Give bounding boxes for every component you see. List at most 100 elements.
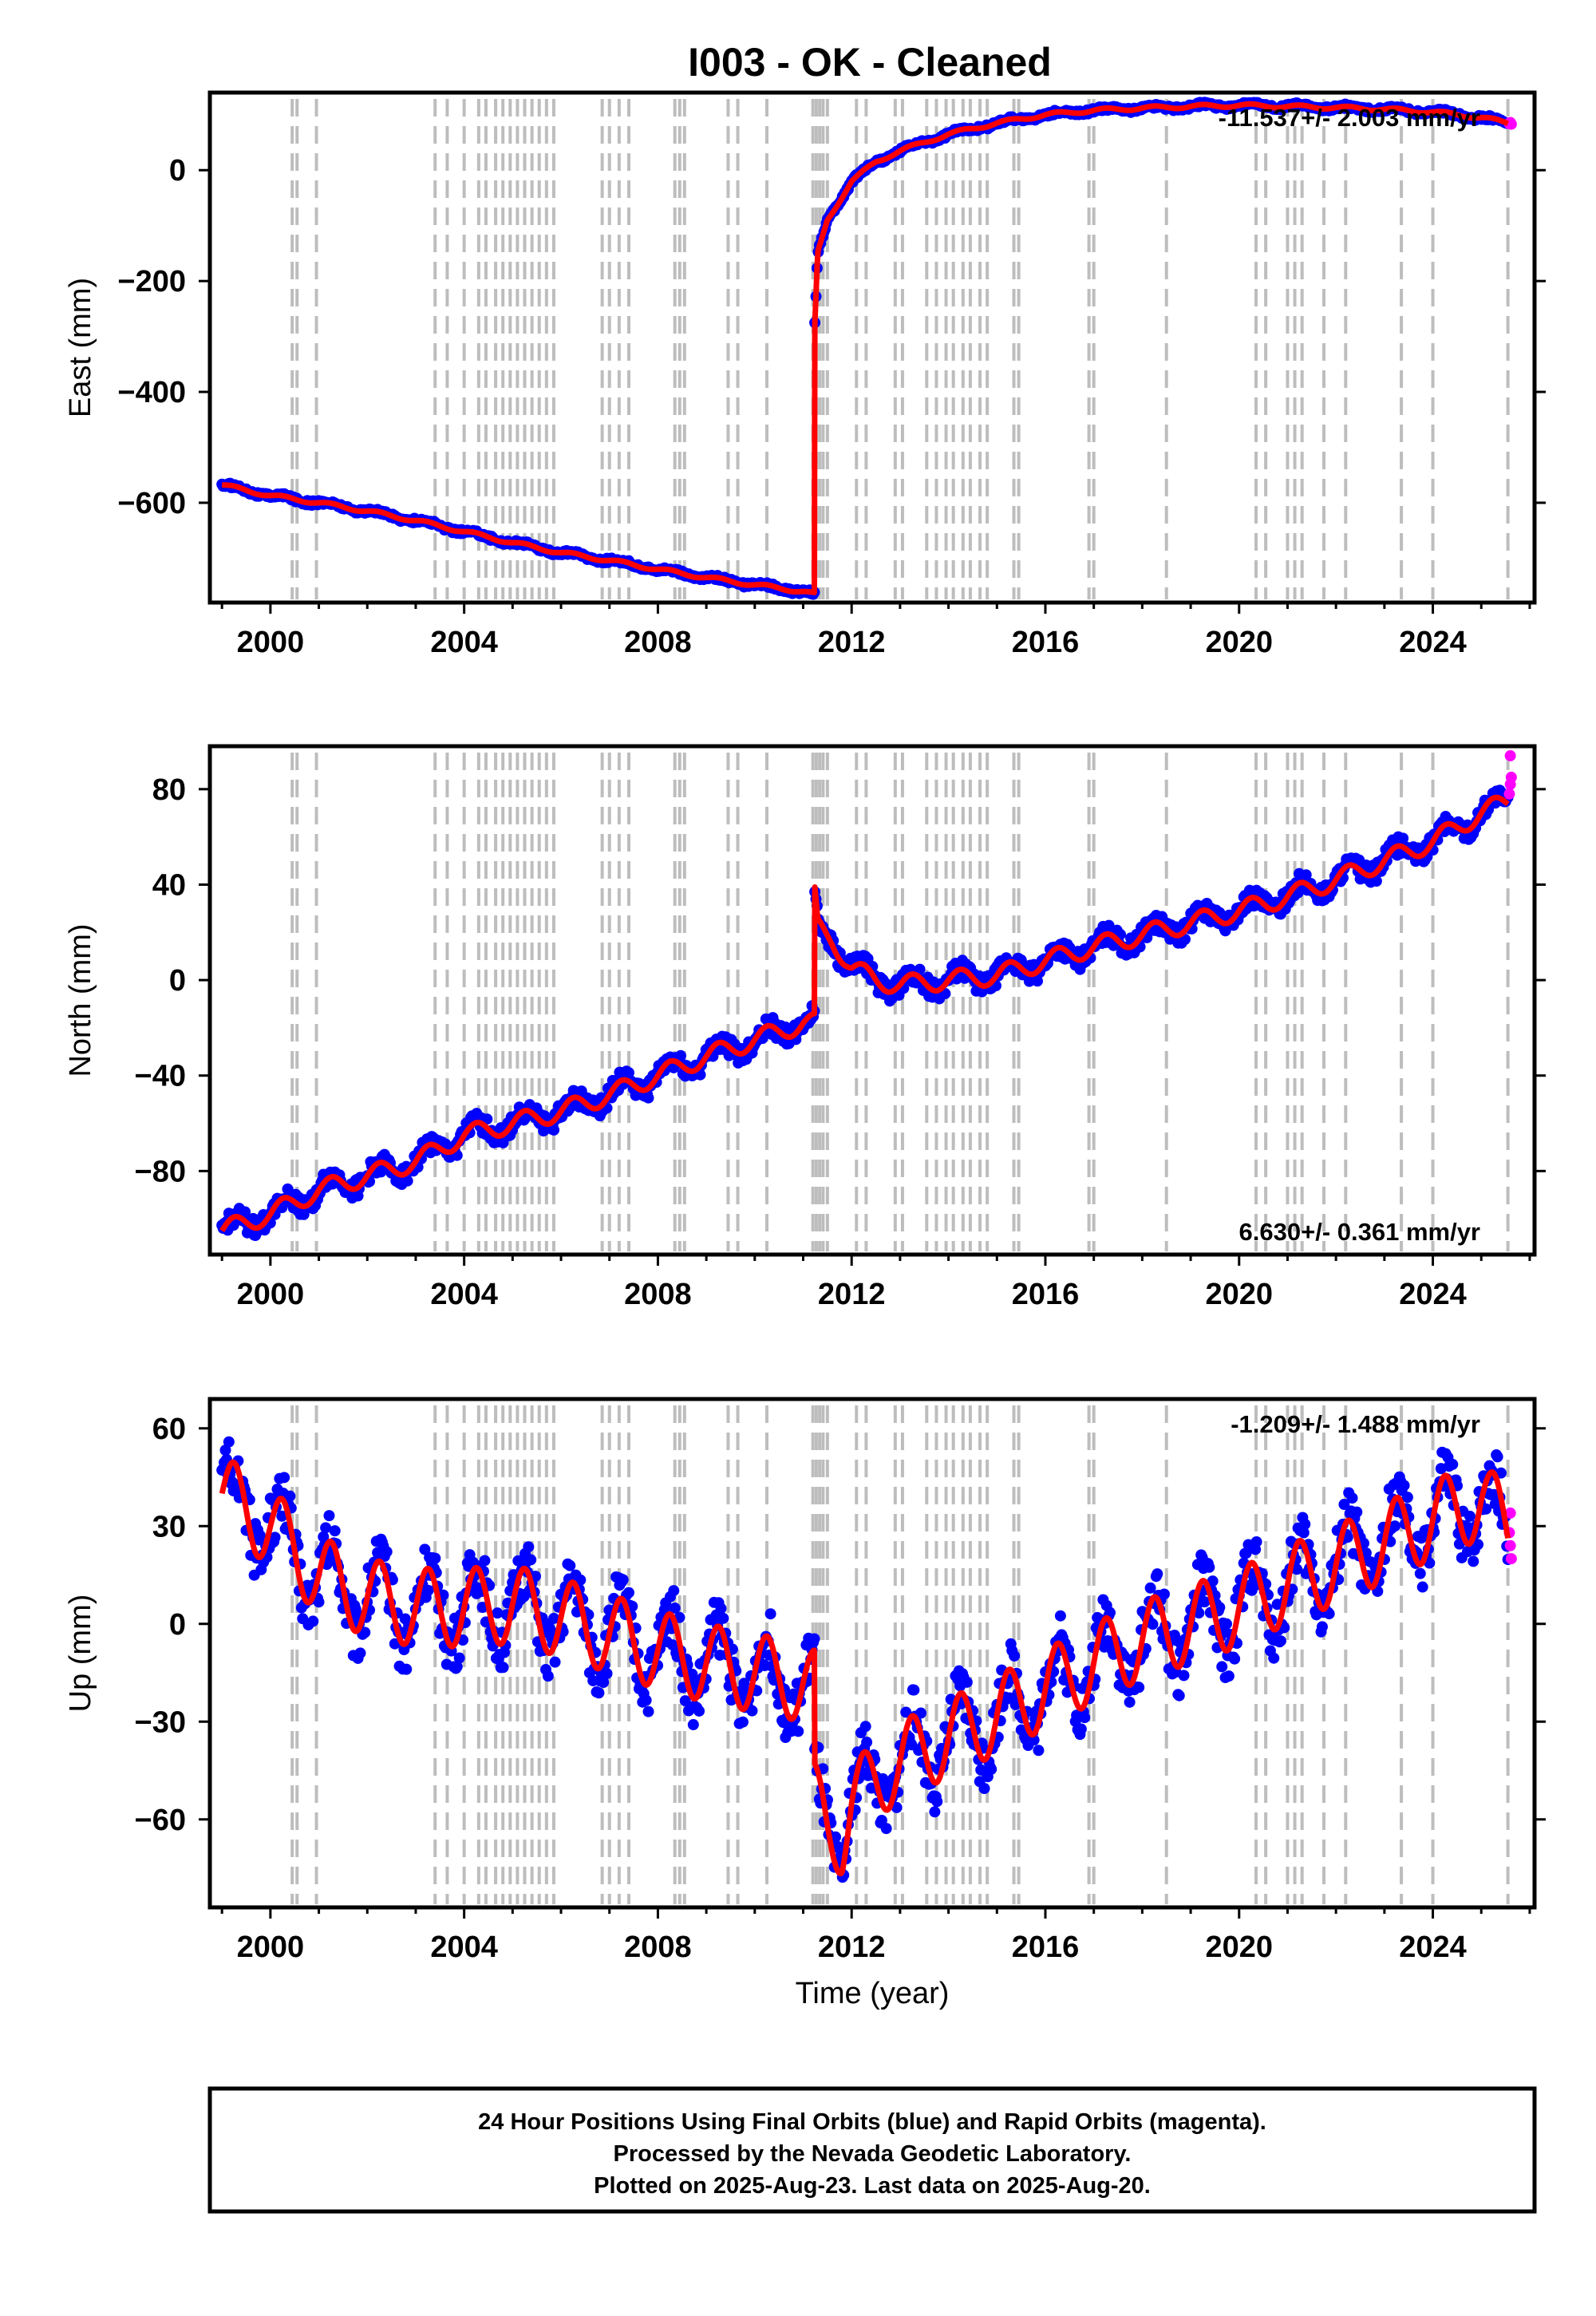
x-tick-label: 2004 (430, 1931, 498, 1964)
y-tick-label: 0 (169, 154, 186, 188)
final-orbit-point (549, 1656, 561, 1668)
rate-label: -11.537+/- 2.003 mm/yr (1219, 104, 1480, 132)
final-orbit-point (1220, 1618, 1232, 1630)
final-orbit-point (715, 1603, 727, 1614)
final-orbit-point (1216, 1661, 1228, 1673)
x-tick-label: 2000 (237, 1278, 305, 1311)
x-tick-label: 2008 (624, 1278, 692, 1311)
final-orbit-point (307, 1615, 319, 1627)
final-orbit-point (279, 1472, 290, 1484)
y-tick-label: 0 (169, 1608, 186, 1642)
footer-box: 24 Hour Positions Using Final Orbits (bl… (207, 2086, 1537, 2214)
final-orbit-point (792, 1725, 804, 1737)
y-tick-label: −400 (117, 376, 186, 409)
rapid-orbit-point (1503, 788, 1515, 800)
y-tick-label: −80 (135, 1155, 186, 1188)
final-orbit-point (354, 1647, 366, 1659)
step-epoch-lines (290, 753, 1510, 1251)
x-tick-label: 2016 (1012, 1931, 1080, 1964)
y-tick-label: 80 (152, 773, 186, 807)
x-tick-label: 2012 (818, 1278, 886, 1311)
final-orbit-point (986, 1763, 998, 1775)
y-axis-label: Up (mm) (64, 1595, 97, 1713)
plot-frame (207, 1397, 1537, 1910)
final-orbit-point (564, 1559, 576, 1571)
final-orbit-point (1274, 1635, 1286, 1647)
x-tick-label: 2016 (1012, 626, 1080, 659)
rapid-orbit-point (1504, 1539, 1516, 1551)
y-tick-label: −30 (135, 1705, 186, 1739)
y-tick-label: 0 (169, 964, 186, 998)
final-orbit-point (1173, 1690, 1185, 1701)
final-orbit-point (717, 1612, 729, 1624)
y-tick-label: 30 (152, 1510, 186, 1543)
final-orbit-point (978, 1782, 990, 1794)
rapid-points (1503, 749, 1517, 800)
final-orbit-point (693, 1705, 705, 1717)
footer-line-3: Plotted on 2025-Aug-23. Last data on 202… (594, 2173, 1151, 2199)
footer-line-1: 24 Hour Positions Using Final Orbits (bl… (478, 2109, 1266, 2135)
final-orbit-point (525, 1554, 537, 1566)
x-tick-label: 2024 (1399, 1931, 1467, 1964)
y-tick-label: −60 (135, 1804, 186, 1837)
y-tick-label: 40 (152, 868, 186, 902)
final-orbit-point (254, 1529, 266, 1541)
final-orbit-point (1203, 1561, 1215, 1573)
final-orbit-point (429, 1552, 441, 1564)
final-orbit-point (1491, 1451, 1503, 1463)
final-orbit-point (861, 1737, 873, 1749)
final-orbit-point (617, 1574, 629, 1586)
x-tick-label: 2008 (624, 626, 692, 659)
final-orbit-point (961, 1676, 973, 1688)
y-tick-label: −40 (135, 1060, 186, 1093)
rapid-orbit-point (1504, 749, 1516, 761)
final-orbit-point (1464, 1510, 1476, 1522)
final-orbit-point (1223, 1670, 1235, 1682)
final-orbit-point (1346, 1492, 1358, 1504)
final-orbit-point (1468, 1555, 1479, 1567)
x-tick-label: 2024 (1399, 1278, 1467, 1311)
final-orbit-point (1299, 1518, 1311, 1530)
final-orbit-point (1316, 1621, 1328, 1633)
y-tick-label: 60 (152, 1413, 186, 1446)
x-axis: 2000 2004 2008 2012 2016 2020 2024 (220, 1907, 1531, 1964)
rapid-orbit-point (1505, 771, 1517, 783)
final-orbit-point (1158, 1588, 1170, 1600)
x-tick-label: 2000 (237, 1931, 305, 1964)
final-orbit-point (931, 1796, 943, 1808)
final-orbit-point (1009, 1650, 1021, 1662)
final-orbit-point (223, 1436, 235, 1448)
final-orbit-point (642, 1705, 654, 1717)
final-orbit-point (737, 1716, 749, 1728)
east-panel: 2000 2004 2008 2012 2016 2020 2024 −600 −400 −200… (64, 90, 1546, 659)
x-axis-label: Time (year) (796, 1977, 950, 2010)
x-tick-label: 2020 (1205, 1278, 1273, 1311)
final-orbit-point (1152, 1568, 1163, 1580)
final-orbit-point (764, 1608, 776, 1620)
x-axis: 2000 2004 2008 2012 2016 2020 2024 (220, 603, 1531, 659)
final-orbit-point (1229, 1653, 1241, 1665)
final-orbit-point (497, 1662, 509, 1674)
x-tick-label: 2024 (1399, 626, 1467, 659)
step-epoch-lines (290, 1405, 1510, 1904)
rapid-orbit-point (1505, 1553, 1517, 1565)
final-orbit-point (1079, 1712, 1091, 1724)
final-orbit-point (523, 1541, 535, 1553)
final-orbit-point (1075, 1723, 1087, 1735)
y-tick-label: −200 (117, 265, 186, 298)
final-orbit-point (479, 1555, 491, 1567)
final-orbit-point (1250, 1535, 1262, 1547)
final-orbit-point (601, 1667, 613, 1679)
final-orbit-point (1268, 1652, 1280, 1664)
rate-label: 6.630+/- 0.361 mm/yr (1239, 1218, 1480, 1246)
final-orbit-point (1398, 1480, 1410, 1492)
y-axis-label: East (mm) (64, 278, 97, 417)
final-orbit-point (593, 1687, 605, 1699)
final-orbit-point (640, 1694, 652, 1706)
y-tick-label: −600 (117, 487, 186, 520)
x-tick-label: 2020 (1205, 626, 1273, 659)
final-orbit-point (642, 1092, 654, 1104)
final-orbit-point (1133, 1682, 1145, 1694)
step-epoch-lines (290, 99, 1510, 599)
final-orbit-point (381, 1546, 393, 1558)
